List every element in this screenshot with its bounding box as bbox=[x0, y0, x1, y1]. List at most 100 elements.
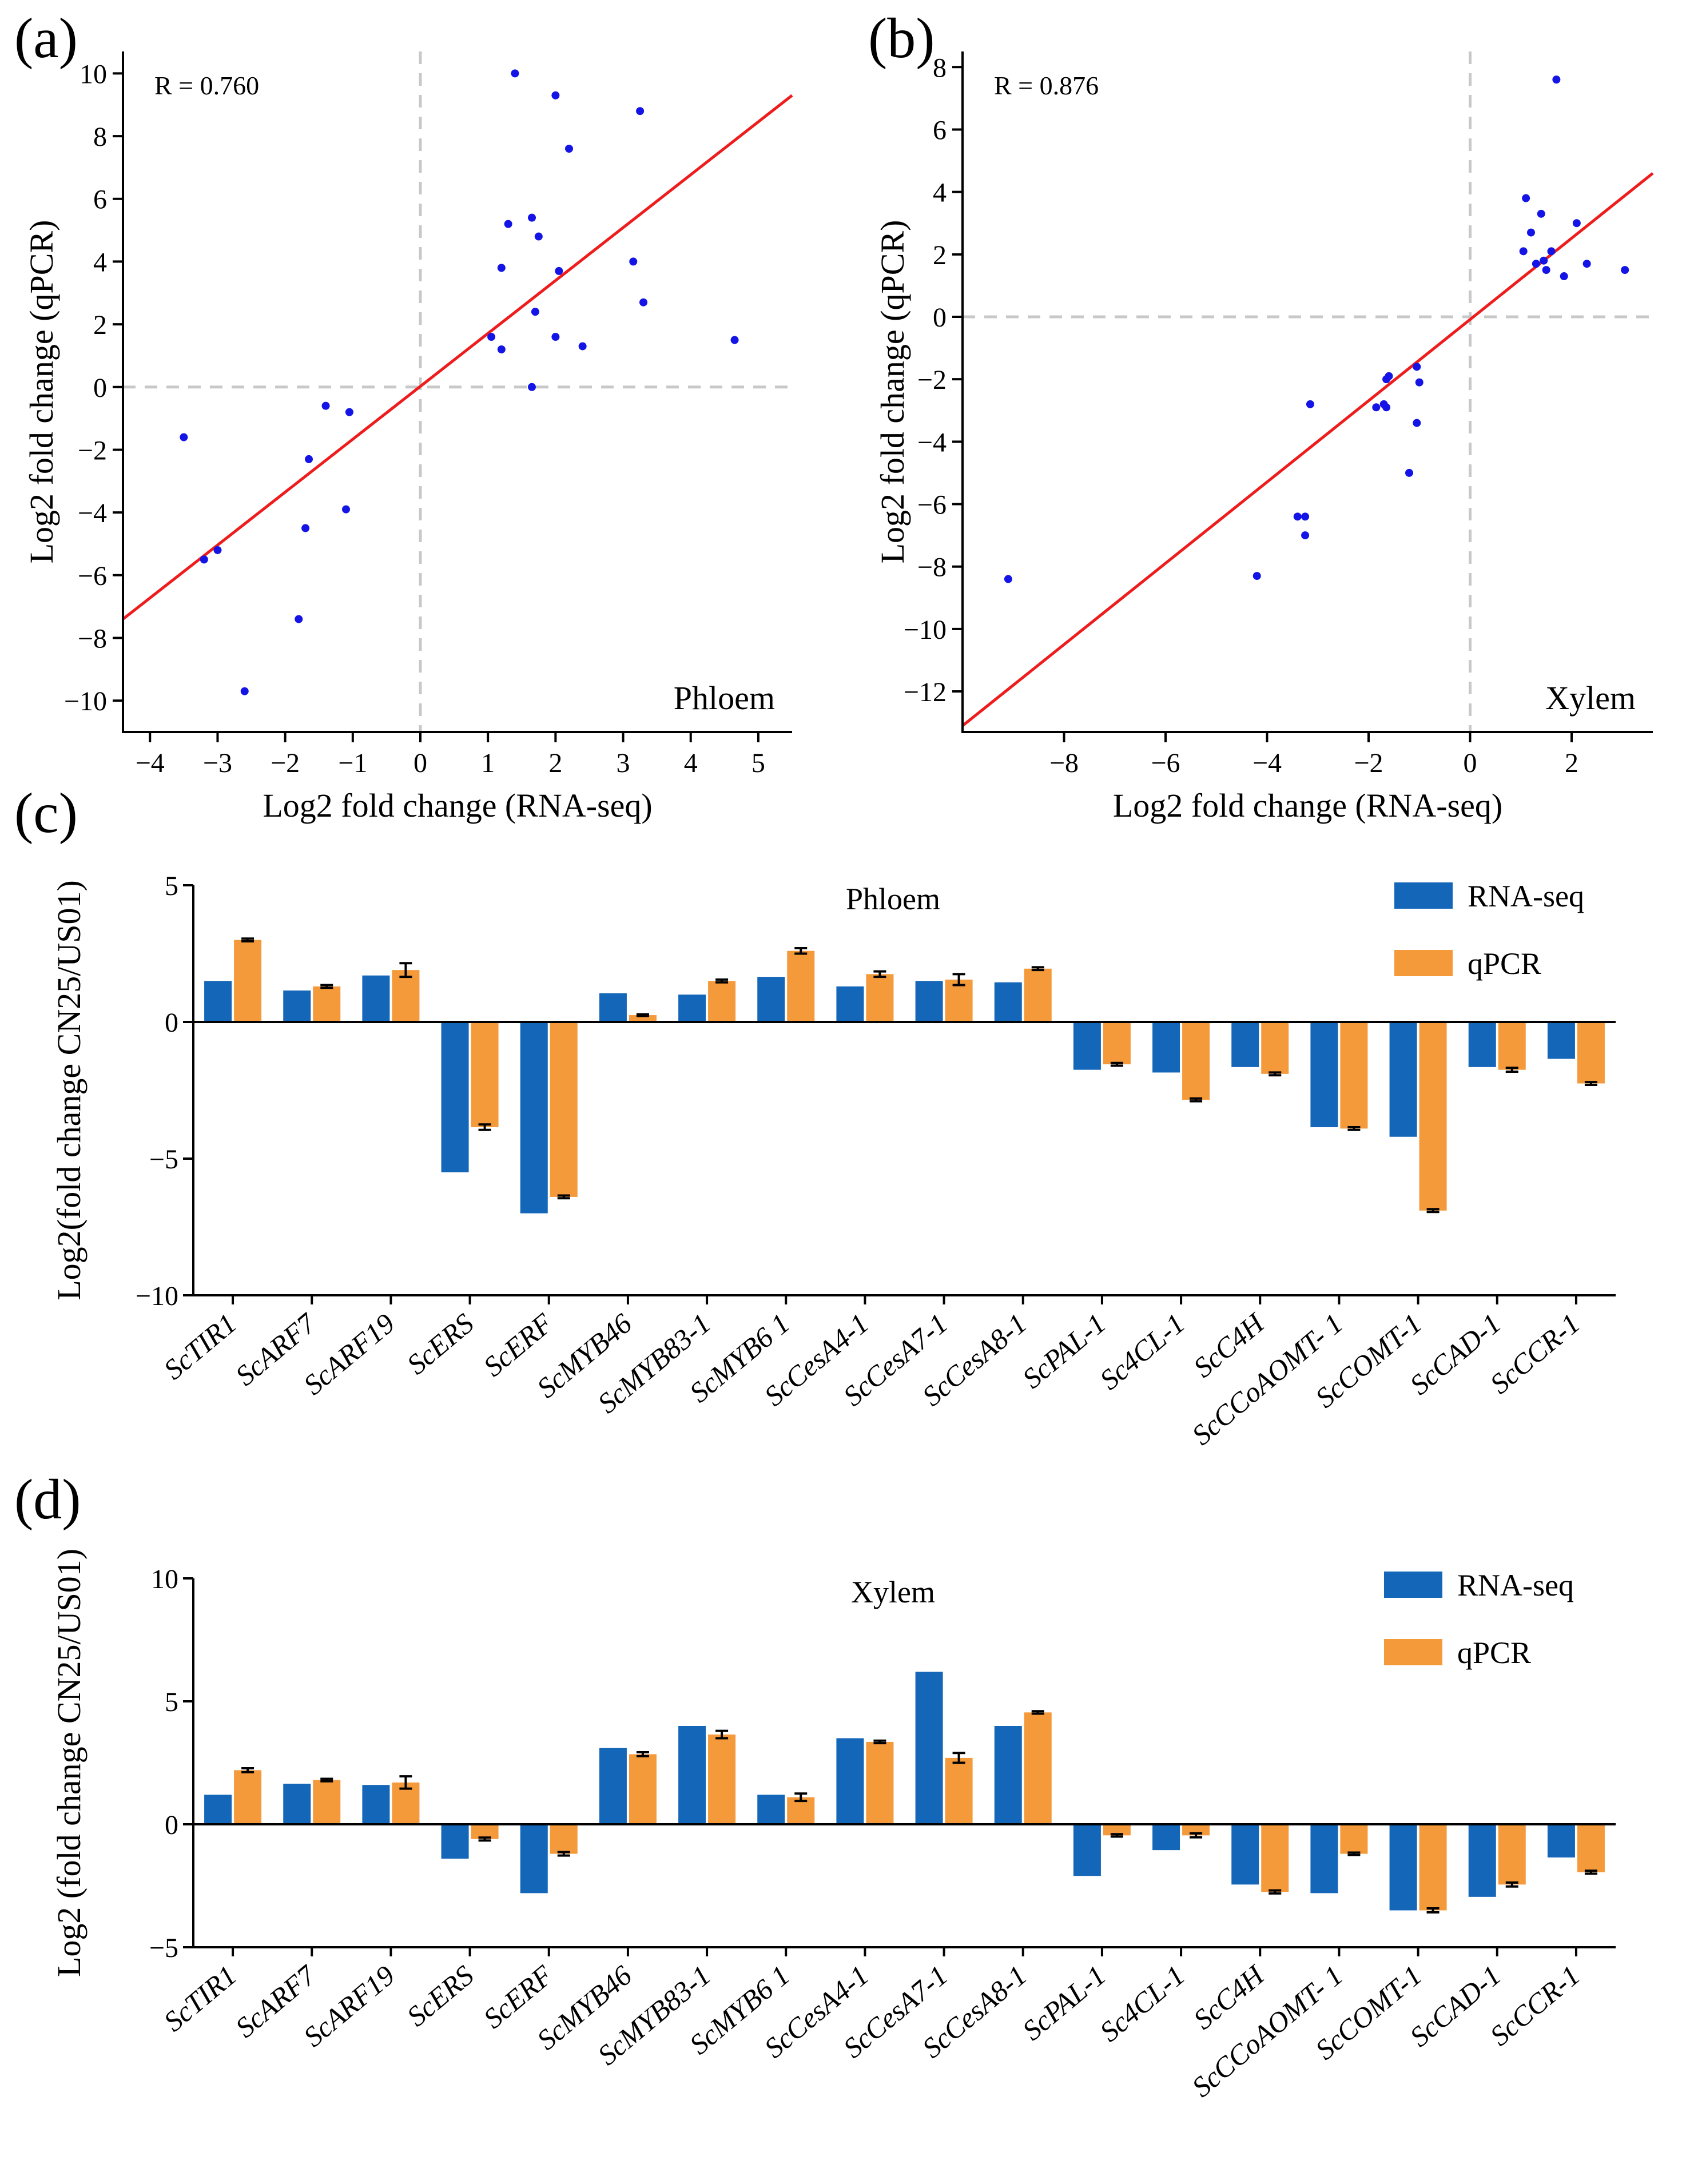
data-point bbox=[213, 546, 222, 554]
data-point bbox=[1293, 512, 1302, 521]
bar-qpcr bbox=[866, 974, 894, 1022]
data-point bbox=[1306, 400, 1314, 408]
legend-swatch-rna-seq bbox=[1394, 882, 1453, 909]
bar-qpcr bbox=[1340, 1824, 1368, 1854]
y-axis-label: Log2 fold change (qPCR) bbox=[874, 220, 911, 564]
category-label: ScERS bbox=[401, 1959, 480, 2033]
bar-qpcr bbox=[708, 981, 736, 1022]
data-point bbox=[1385, 372, 1393, 380]
bar-rna-seq bbox=[1231, 1022, 1259, 1067]
bar-rna-seq bbox=[757, 977, 785, 1022]
y-tick-label: 10 bbox=[79, 59, 107, 89]
panel-label: (c) bbox=[14, 781, 78, 845]
bar-rna-seq bbox=[1389, 1022, 1417, 1137]
bar-rna-seq bbox=[1152, 1022, 1180, 1073]
bar-rna-seq bbox=[1073, 1824, 1101, 1876]
bar-rna-seq bbox=[599, 993, 627, 1022]
bar-rna-seq bbox=[441, 1824, 469, 1859]
y-tick-label: 0 bbox=[165, 1810, 178, 1840]
x-tick-label: −8 bbox=[1049, 748, 1079, 778]
y-tick-label: 8 bbox=[933, 53, 947, 83]
bar-rna-seq bbox=[1310, 1824, 1338, 1893]
bar-rna-seq bbox=[362, 975, 390, 1022]
bar-rna-seq bbox=[283, 1784, 311, 1824]
bar-rna-seq bbox=[1073, 1022, 1101, 1070]
data-point bbox=[1519, 247, 1528, 256]
bar-qpcr bbox=[1182, 1824, 1210, 1836]
data-point bbox=[534, 232, 543, 241]
x-tick-label: 2 bbox=[548, 748, 562, 778]
y-tick-label: 10 bbox=[151, 1564, 178, 1594]
y-tick-label: 5 bbox=[165, 1687, 178, 1717]
correlation-annotation: R = 0.876 bbox=[994, 71, 1099, 100]
data-point bbox=[551, 333, 560, 341]
data-point bbox=[1537, 209, 1545, 218]
y-tick-label: −4 bbox=[917, 427, 947, 458]
x-tick-label: −4 bbox=[136, 748, 165, 778]
data-point bbox=[1522, 194, 1530, 202]
bar-qpcr bbox=[629, 1754, 657, 1824]
y-axis-label: Log2 fold change (qPCR) bbox=[23, 220, 60, 564]
chart-title: Xylem bbox=[851, 1575, 935, 1609]
bar-rna-seq bbox=[678, 1726, 706, 1824]
bar-rna-seq bbox=[520, 1824, 548, 1893]
data-point bbox=[528, 213, 536, 222]
panel-label: (a) bbox=[14, 6, 78, 70]
correlation-annotation: R = 0.760 bbox=[154, 71, 259, 100]
data-point bbox=[200, 555, 208, 564]
bar-qpcr bbox=[1419, 1022, 1447, 1211]
tissue-annotation: Phloem bbox=[674, 679, 775, 717]
bar-qpcr bbox=[313, 1780, 341, 1824]
bar-qpcr bbox=[945, 1757, 973, 1824]
data-point bbox=[342, 505, 350, 514]
bar-qpcr bbox=[471, 1022, 499, 1128]
data-point bbox=[1532, 260, 1540, 268]
bar-qpcr bbox=[1261, 1022, 1289, 1074]
y-tick-label: 0 bbox=[165, 1008, 178, 1038]
y-tick-label: −10 bbox=[64, 686, 107, 717]
bar-rna-seq bbox=[1231, 1824, 1259, 1885]
data-point bbox=[1572, 219, 1581, 228]
data-point bbox=[1540, 256, 1548, 265]
x-tick-label: −2 bbox=[271, 748, 300, 778]
data-point bbox=[1301, 512, 1310, 521]
y-axis-label: Log2 (fold change CN25/US01) bbox=[50, 1549, 88, 1977]
bar-rna-seq bbox=[520, 1022, 548, 1214]
data-point bbox=[1547, 247, 1556, 256]
x-axis-label: Log2 fold change (RNA-seq) bbox=[263, 787, 652, 824]
y-tick-label: −6 bbox=[78, 561, 107, 591]
x-tick-label: −2 bbox=[1354, 748, 1383, 778]
y-tick-label: −10 bbox=[904, 615, 947, 645]
bar-qpcr bbox=[787, 950, 815, 1022]
bar-rna-seq bbox=[915, 981, 943, 1022]
y-tick-label: 6 bbox=[93, 185, 107, 215]
bar-rna-seq bbox=[1468, 1824, 1496, 1897]
y-tick-label: −2 bbox=[917, 365, 947, 395]
y-tick-label: 2 bbox=[933, 240, 947, 270]
bar-qpcr bbox=[866, 1741, 894, 1824]
bar-rna-seq bbox=[441, 1022, 469, 1172]
bar-rna-seq bbox=[836, 1738, 864, 1824]
category-label: ScCCR-1 bbox=[1484, 1307, 1586, 1401]
y-tick-label: 5 bbox=[165, 871, 178, 901]
bar-qpcr bbox=[1577, 1022, 1605, 1084]
legend-swatch-rna-seq bbox=[1384, 1572, 1442, 1598]
bar-qpcr bbox=[1498, 1022, 1526, 1070]
bar-rna-seq bbox=[757, 1795, 785, 1824]
x-tick-label: −1 bbox=[338, 748, 367, 778]
y-tick-label: 4 bbox=[933, 178, 947, 208]
data-point bbox=[1372, 403, 1381, 412]
panel-label: (b) bbox=[868, 6, 935, 70]
bar-rna-seq bbox=[362, 1785, 390, 1824]
bar-qpcr bbox=[550, 1824, 578, 1854]
bar-qpcr bbox=[1340, 1022, 1368, 1129]
bar-rna-seq bbox=[1310, 1022, 1338, 1128]
category-label: Sc4CL-1 bbox=[1094, 1959, 1191, 2048]
y-tick-label: −8 bbox=[78, 623, 107, 654]
x-tick-label: −4 bbox=[1252, 748, 1282, 778]
y-axis-label: Log2(fold change CN25/US01) bbox=[50, 880, 88, 1300]
y-tick-label: −12 bbox=[904, 677, 947, 707]
chart-title: Phloem bbox=[846, 882, 940, 916]
data-point bbox=[531, 308, 539, 316]
data-point bbox=[1413, 363, 1421, 371]
